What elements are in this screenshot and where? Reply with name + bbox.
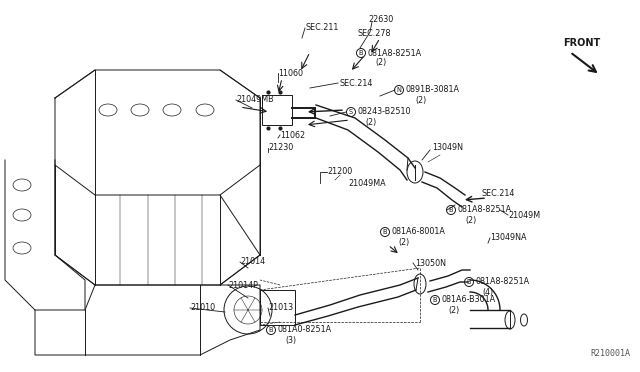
Text: 11060: 11060 <box>278 68 303 77</box>
Text: R210001A: R210001A <box>590 349 630 358</box>
Text: (4): (4) <box>482 288 493 296</box>
Text: (2): (2) <box>375 58 387 67</box>
Text: B: B <box>467 279 471 285</box>
Ellipse shape <box>520 314 527 326</box>
Text: (2): (2) <box>365 118 376 126</box>
Text: B: B <box>269 327 273 333</box>
Text: 081A8-8251A: 081A8-8251A <box>368 48 422 58</box>
Text: (2): (2) <box>415 96 426 105</box>
Text: 21200: 21200 <box>327 167 352 176</box>
Text: 13049NA: 13049NA <box>490 234 527 243</box>
Text: 21230: 21230 <box>268 144 293 153</box>
Text: B: B <box>359 50 364 56</box>
Text: B: B <box>433 297 437 303</box>
Text: 13049N: 13049N <box>432 144 463 153</box>
Text: SEC.214: SEC.214 <box>482 189 515 198</box>
Text: 081A0-8251A: 081A0-8251A <box>278 326 332 334</box>
Text: 21049M: 21049M <box>508 211 540 219</box>
Text: B: B <box>449 207 453 213</box>
Text: (3): (3) <box>285 336 296 344</box>
Text: 21049MA: 21049MA <box>348 179 386 187</box>
Text: 21014: 21014 <box>240 257 265 266</box>
Text: SEC.278: SEC.278 <box>358 29 392 38</box>
Text: 21013: 21013 <box>268 304 293 312</box>
Text: (2): (2) <box>465 215 476 224</box>
Text: 21049MB: 21049MB <box>236 96 274 105</box>
Text: 21010: 21010 <box>190 304 215 312</box>
Text: 22630: 22630 <box>368 16 393 25</box>
Text: 081A6-8001A: 081A6-8001A <box>392 228 446 237</box>
Text: 08243-B2510: 08243-B2510 <box>358 108 412 116</box>
Text: 0891B-3081A: 0891B-3081A <box>406 86 460 94</box>
Text: (2): (2) <box>448 305 460 314</box>
Text: 081A8-8251A: 081A8-8251A <box>458 205 512 215</box>
Text: 081A6-B301A: 081A6-B301A <box>442 295 496 305</box>
Text: N: N <box>397 87 401 93</box>
Text: B: B <box>383 229 387 235</box>
Text: SEC.214: SEC.214 <box>340 78 373 87</box>
Text: SEC.211: SEC.211 <box>305 23 339 32</box>
Text: S: S <box>349 109 353 115</box>
Text: 13050N: 13050N <box>415 259 446 267</box>
Text: FRONT: FRONT <box>563 38 600 48</box>
Text: (2): (2) <box>398 237 409 247</box>
Text: 081A8-8251A: 081A8-8251A <box>476 278 530 286</box>
Text: 11062: 11062 <box>280 131 305 140</box>
Text: 21014P: 21014P <box>228 280 258 289</box>
